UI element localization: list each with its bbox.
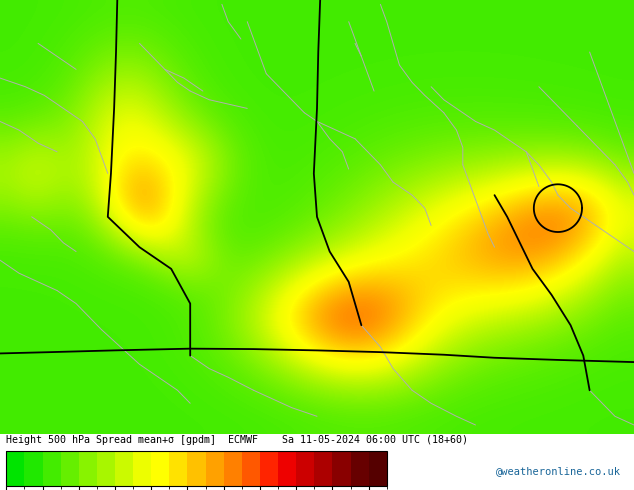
Text: Height 500 hPa Spread mean+σ [gpdm]  ECMWF    Sa 11-05-2024 06:00 UTC (18+60): Height 500 hPa Spread mean+σ [gpdm] ECMW… [6,435,469,444]
Text: @weatheronline.co.uk: @weatheronline.co.uk [496,466,621,476]
